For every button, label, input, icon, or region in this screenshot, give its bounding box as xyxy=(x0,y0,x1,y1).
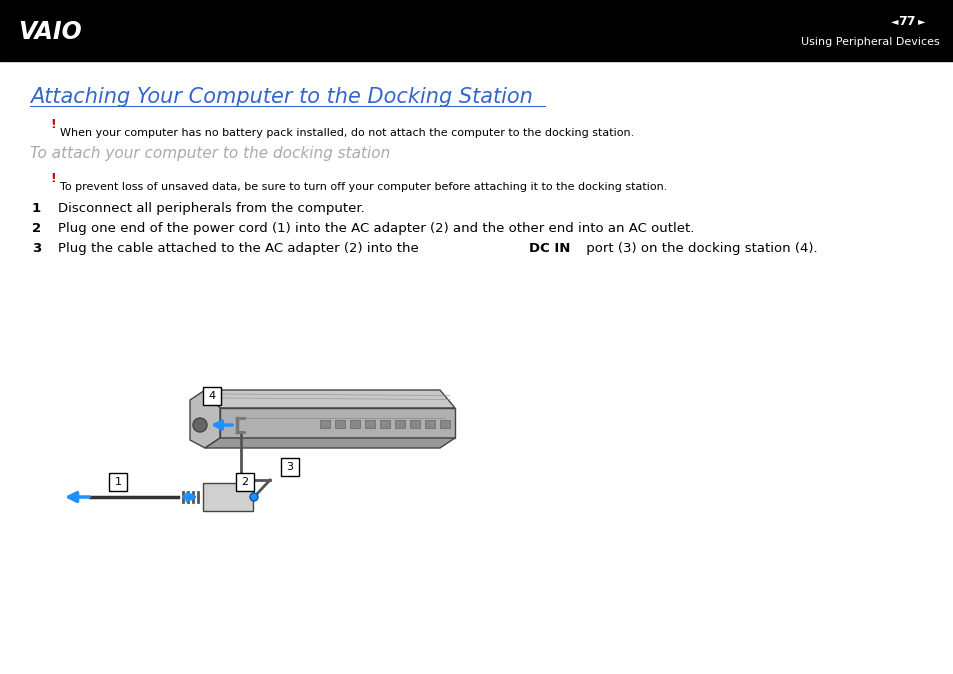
Text: 1: 1 xyxy=(114,477,121,487)
Text: VAIO: VAIO xyxy=(18,20,82,44)
Polygon shape xyxy=(220,408,455,438)
Text: 2: 2 xyxy=(32,222,41,235)
Text: 2: 2 xyxy=(241,477,249,487)
FancyBboxPatch shape xyxy=(235,473,253,491)
Text: 3: 3 xyxy=(32,242,41,255)
Bar xyxy=(395,420,405,428)
Polygon shape xyxy=(190,390,220,448)
Text: When your computer has no battery pack installed, do not attach the computer to : When your computer has no battery pack i… xyxy=(60,127,634,137)
Text: DC IN: DC IN xyxy=(528,242,570,255)
Text: Plug the cable attached to the AC adapter (2) into the: Plug the cable attached to the AC adapte… xyxy=(58,242,422,255)
Text: 3: 3 xyxy=(286,462,294,472)
Text: Disconnect all peripherals from the computer.: Disconnect all peripherals from the comp… xyxy=(58,202,364,214)
Text: ◄: ◄ xyxy=(889,16,897,26)
Circle shape xyxy=(250,493,257,501)
Bar xyxy=(350,420,359,428)
Text: !: ! xyxy=(50,172,55,185)
Bar xyxy=(424,420,435,428)
Text: Using Peripheral Devices: Using Peripheral Devices xyxy=(801,38,939,47)
Text: 4: 4 xyxy=(208,391,215,401)
FancyBboxPatch shape xyxy=(203,387,221,405)
Circle shape xyxy=(193,418,207,432)
FancyBboxPatch shape xyxy=(203,483,253,511)
Bar xyxy=(0,0,953,61)
Bar xyxy=(379,420,390,428)
Bar xyxy=(319,420,330,428)
Text: port (3) on the docking station (4).: port (3) on the docking station (4). xyxy=(581,242,817,255)
Text: !: ! xyxy=(50,118,55,131)
Bar xyxy=(439,420,450,428)
Text: 77: 77 xyxy=(898,15,915,28)
FancyBboxPatch shape xyxy=(281,458,298,476)
Polygon shape xyxy=(205,390,455,408)
Text: ►: ► xyxy=(917,16,924,26)
Bar xyxy=(335,420,345,428)
Text: Attaching Your Computer to the Docking Station: Attaching Your Computer to the Docking S… xyxy=(30,87,533,106)
Text: To prevent loss of unsaved data, be sure to turn off your computer before attach: To prevent loss of unsaved data, be sure… xyxy=(60,182,667,191)
FancyBboxPatch shape xyxy=(109,473,127,491)
Bar xyxy=(410,420,419,428)
Bar xyxy=(365,420,375,428)
Text: 1: 1 xyxy=(32,202,41,214)
Text: To attach your computer to the docking station: To attach your computer to the docking s… xyxy=(30,146,390,160)
Text: Plug one end of the power cord (1) into the AC adapter (2) and the other end int: Plug one end of the power cord (1) into … xyxy=(58,222,694,235)
Polygon shape xyxy=(205,438,455,448)
